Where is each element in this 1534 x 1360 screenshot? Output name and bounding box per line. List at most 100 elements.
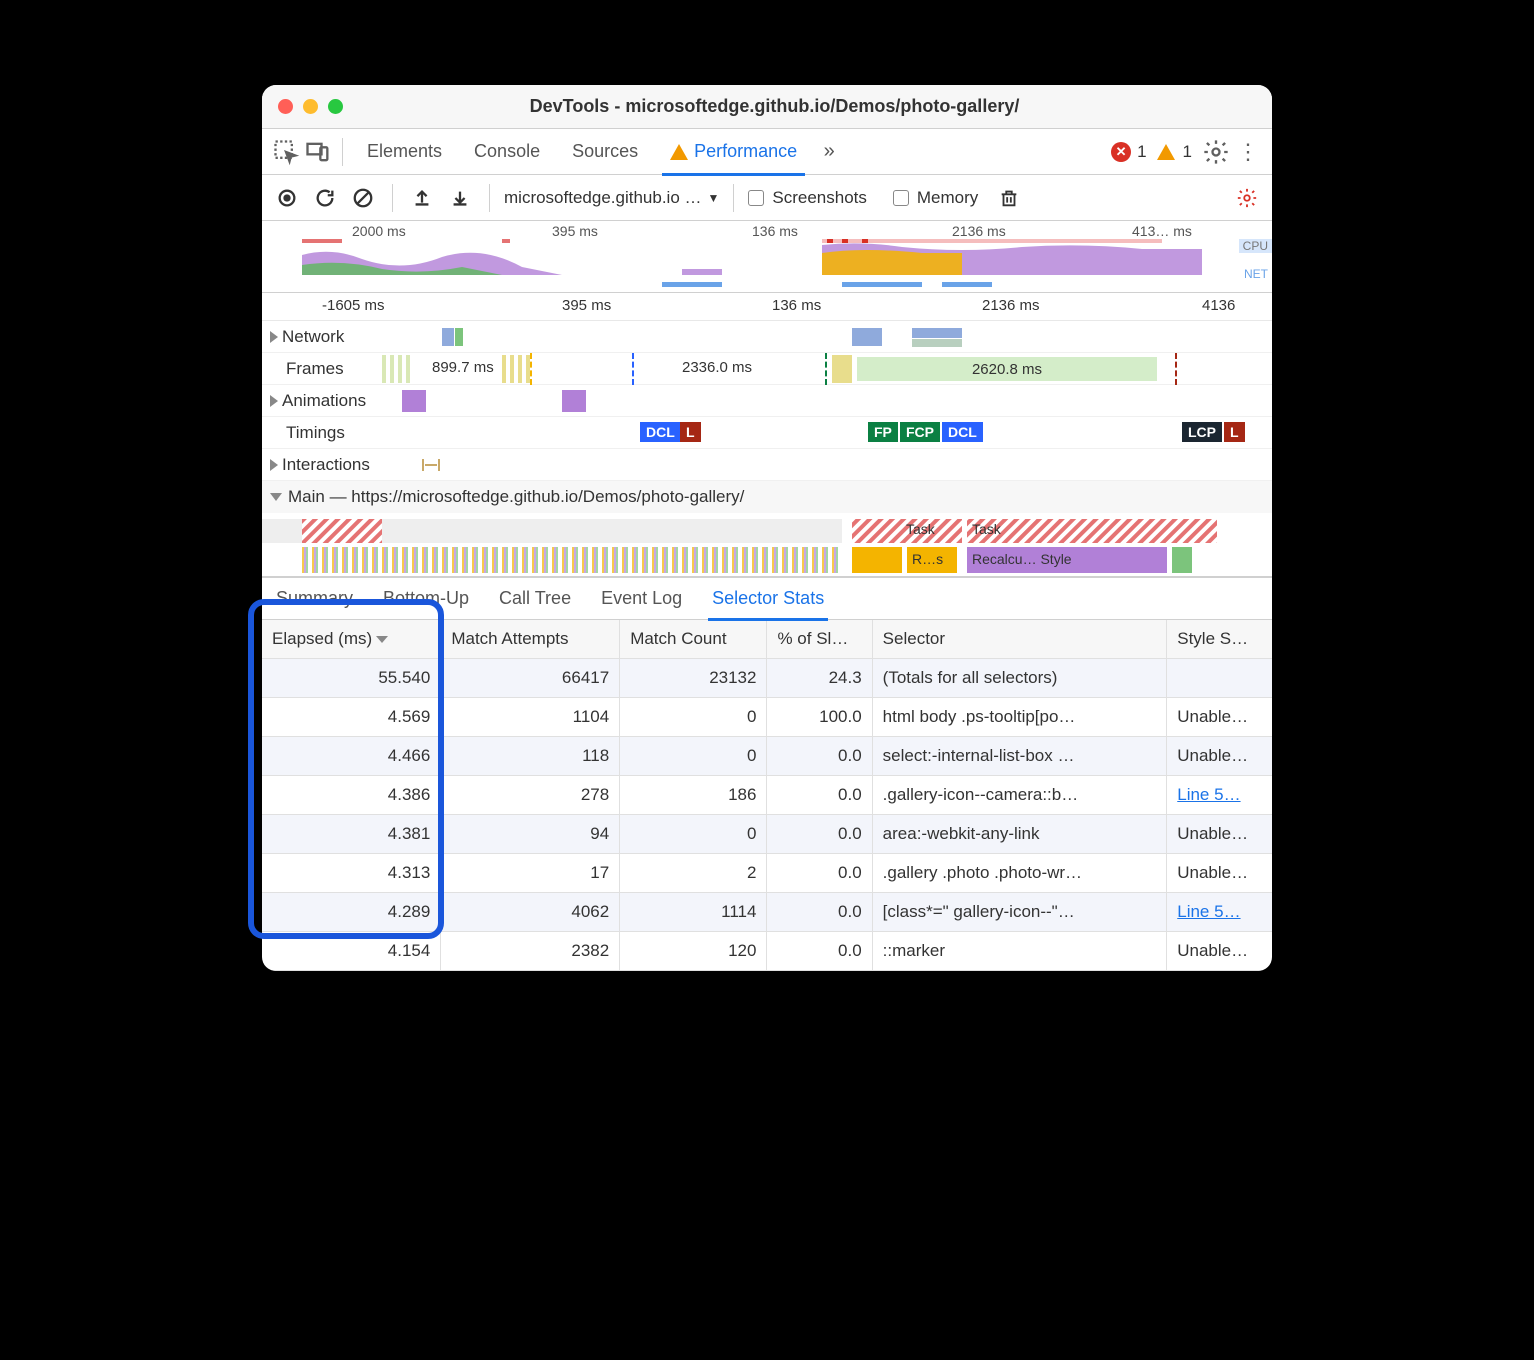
dtab-bottomup[interactable]: Bottom-Up (383, 578, 469, 620)
table-row[interactable]: 4.15423821200.0::markerUnable… (262, 932, 1272, 971)
cell (1167, 659, 1272, 698)
minimize-icon[interactable] (303, 99, 318, 114)
warning-count: 1 (1183, 142, 1192, 162)
perf-toolbar: microsoftedge.github.io … ▼ Screenshots … (262, 175, 1272, 221)
cell: .gallery-icon--camera::b… (872, 776, 1167, 815)
cell: 0.0 (767, 815, 872, 854)
kebab-icon[interactable]: ⋮ (1234, 138, 1262, 166)
col-pct[interactable]: % of Sl… (767, 620, 872, 659)
cell: 2 (620, 854, 767, 893)
track-frames[interactable]: Frames 899.7 ms 2336.0 ms 2620.8 ms (262, 353, 1272, 385)
zoom-icon[interactable] (328, 99, 343, 114)
cpu-chart (302, 239, 1202, 275)
settings-icon[interactable] (1202, 138, 1230, 166)
device-icon[interactable] (304, 138, 332, 166)
flame-label: Recalcu… Style (972, 551, 1072, 567)
error-badge[interactable]: ✕ (1111, 142, 1131, 162)
cell: 0.0 (767, 737, 872, 776)
dtab-calltree[interactable]: Call Tree (499, 578, 571, 620)
dtab-selector[interactable]: Selector Stats (712, 578, 824, 620)
download-button[interactable] (445, 183, 475, 213)
cell: 4062 (441, 893, 620, 932)
flame-label: Task (972, 521, 1001, 537)
table-row[interactable]: 4.289406211140.0[class*=" gallery-icon--… (262, 893, 1272, 932)
disclose-icon[interactable] (270, 459, 278, 471)
more-tabs-icon[interactable]: » (815, 138, 843, 166)
clear-button[interactable] (348, 183, 378, 213)
disclose-icon[interactable] (270, 331, 278, 343)
cell: html body .ps-tooltip[po… (872, 698, 1167, 737)
cell: 186 (620, 776, 767, 815)
window-title: DevTools - microsoftedge.github.io/Demos… (343, 96, 1206, 117)
reload-button[interactable] (310, 183, 340, 213)
url-text: microsoftedge.github.io … (504, 188, 702, 208)
cell: 24.3 (767, 659, 872, 698)
cell: 4.569 (262, 698, 441, 737)
tab-console[interactable]: Console (460, 129, 554, 175)
timing-badge: DCL (942, 422, 983, 442)
table-row[interactable]: 4.3819400.0area:-webkit-any-linkUnable… (262, 815, 1272, 854)
cell: 2382 (441, 932, 620, 971)
ruler[interactable]: -1605 ms 395 ms 136 ms 2136 ms 4136 (262, 293, 1272, 321)
table-row[interactable]: 4.46611800.0select:-internal-list-box …U… (262, 737, 1272, 776)
timing-badge: L (1224, 422, 1245, 442)
cell: Unable… (1167, 932, 1272, 971)
track-timings[interactable]: Timings DCL L FP FCP DCL LCP L (262, 417, 1272, 449)
timing-badge: LCP (1182, 422, 1222, 442)
disclose-icon[interactable] (270, 395, 278, 407)
disclose-icon[interactable] (270, 493, 282, 501)
tick: 413… ms (1132, 223, 1192, 239)
track-label: Frames (286, 359, 344, 379)
cell: 23132 (620, 659, 767, 698)
col-selector[interactable]: Selector (872, 620, 1167, 659)
col-elapsed[interactable]: Elapsed (ms) (262, 620, 441, 659)
table-row[interactable]: 55.540664172313224.3(Totals for all sele… (262, 659, 1272, 698)
tick: 136 ms (752, 223, 798, 239)
dtab-summary[interactable]: Summary (276, 578, 353, 620)
stylesheet-link[interactable]: Line 5… (1177, 785, 1240, 804)
track-animations[interactable]: Animations (262, 385, 1272, 417)
table-row[interactable]: 4.56911040100.0html body .ps-tooltip[po…… (262, 698, 1272, 737)
table-row[interactable]: 4.3862781860.0.gallery-icon--camera::b…L… (262, 776, 1272, 815)
cell: 100.0 (767, 698, 872, 737)
cell: 1114 (620, 893, 767, 932)
track-interactions[interactable]: Interactions (262, 449, 1272, 481)
screenshots-checkbox[interactable] (748, 190, 764, 206)
col-sheet[interactable]: Style S… (1167, 620, 1272, 659)
cell: 0 (620, 698, 767, 737)
cell: 94 (441, 815, 620, 854)
tracks: -1605 ms 395 ms 136 ms 2136 ms 4136 Netw… (262, 293, 1272, 578)
cell: 0.0 (767, 854, 872, 893)
flame-label: R…s (912, 551, 943, 567)
warning-badge[interactable] (1157, 144, 1175, 160)
cell: ::marker (872, 932, 1167, 971)
flame-chart[interactable]: Task Task R…s Recalcu… Style (262, 513, 1272, 577)
close-icon[interactable] (278, 99, 293, 114)
upload-button[interactable] (407, 183, 437, 213)
cell: Line 5… (1167, 776, 1272, 815)
record-button[interactable] (272, 183, 302, 213)
dtab-eventlog[interactable]: Event Log (601, 578, 682, 620)
tab-elements[interactable]: Elements (353, 129, 456, 175)
tab-sources[interactable]: Sources (558, 129, 652, 175)
overview-timeline[interactable]: 2000 ms 395 ms 136 ms 2136 ms 413… ms CP… (262, 221, 1272, 293)
stylesheet-link[interactable]: Line 5… (1177, 902, 1240, 921)
cell: 4.289 (262, 893, 441, 932)
cell: Line 5… (1167, 893, 1272, 932)
perf-settings-icon[interactable] (1232, 183, 1262, 213)
memory-checkbox[interactable] (893, 190, 909, 206)
cell: select:-internal-list-box … (872, 737, 1167, 776)
cell: [class*=" gallery-icon--"… (872, 893, 1167, 932)
tab-performance[interactable]: Performance (656, 129, 811, 175)
cell: 0.0 (767, 932, 872, 971)
inspect-icon[interactable] (272, 138, 300, 166)
main-header[interactable]: Main — https://microsoftedge.github.io/D… (262, 481, 1272, 513)
col-count[interactable]: Match Count (620, 620, 767, 659)
col-attempts[interactable]: Match Attempts (441, 620, 620, 659)
table-row[interactable]: 4.3131720.0.gallery .photo .photo-wr…Una… (262, 854, 1272, 893)
col-label: Elapsed (ms) (272, 629, 372, 648)
track-network[interactable]: Network (262, 321, 1272, 353)
url-selector[interactable]: microsoftedge.github.io … ▼ (504, 188, 719, 208)
cell: 4.154 (262, 932, 441, 971)
gc-button[interactable] (994, 183, 1024, 213)
